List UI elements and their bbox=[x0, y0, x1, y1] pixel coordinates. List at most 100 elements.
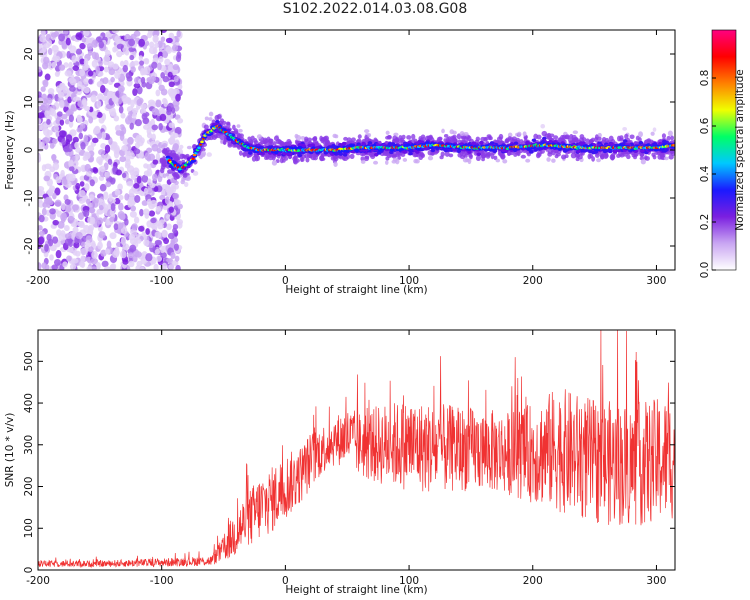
noise-point bbox=[69, 166, 75, 172]
halo-point bbox=[564, 154, 569, 159]
noise-point bbox=[165, 46, 173, 54]
noise-point bbox=[65, 134, 73, 143]
noise-point bbox=[115, 129, 123, 136]
snr-ytick-label: 500 bbox=[23, 351, 35, 371]
noise-point bbox=[165, 37, 173, 44]
noise-point bbox=[129, 152, 135, 160]
ridge-point bbox=[274, 150, 279, 155]
noise-point bbox=[154, 42, 159, 49]
noise-point bbox=[65, 37, 71, 46]
halo-point bbox=[179, 153, 185, 160]
noise-point bbox=[151, 143, 159, 152]
spectrogram-ytick-label: -20 bbox=[23, 237, 35, 254]
halo-point bbox=[604, 137, 610, 144]
band-point bbox=[288, 152, 293, 157]
halo-point bbox=[342, 155, 349, 162]
noise-point bbox=[145, 228, 150, 235]
halo-point bbox=[364, 129, 370, 134]
band-point bbox=[542, 136, 547, 141]
noise-point bbox=[124, 149, 131, 157]
noise-point bbox=[72, 204, 79, 211]
noise-point bbox=[129, 122, 134, 130]
noise-point bbox=[69, 85, 76, 92]
noise-point bbox=[158, 55, 164, 63]
noise-point bbox=[64, 199, 71, 206]
noise-point bbox=[62, 177, 68, 186]
noise-point bbox=[174, 126, 182, 135]
noise-point bbox=[100, 142, 107, 149]
noise-point bbox=[66, 143, 73, 153]
halo-point bbox=[219, 118, 225, 124]
ridge-point bbox=[207, 132, 212, 137]
noise-point bbox=[80, 247, 88, 256]
noise-point bbox=[166, 109, 172, 116]
band-point bbox=[215, 119, 220, 124]
band-point bbox=[528, 149, 534, 154]
noise-point bbox=[84, 163, 91, 172]
noise-point bbox=[69, 263, 77, 270]
spectrogram-ytick-label: 0 bbox=[23, 147, 35, 154]
noise-point bbox=[67, 215, 75, 224]
band-point bbox=[489, 141, 495, 145]
colorbar-frame bbox=[711, 29, 737, 271]
noise-point bbox=[107, 158, 113, 165]
noise-point bbox=[165, 223, 172, 231]
halo-point bbox=[273, 135, 279, 142]
noise-point bbox=[53, 30, 60, 37]
halo-point bbox=[430, 152, 435, 156]
noise-point bbox=[38, 140, 43, 149]
noise-point bbox=[127, 136, 134, 145]
halo-point bbox=[172, 152, 177, 158]
noise-point bbox=[160, 72, 166, 79]
noise-point bbox=[121, 172, 127, 179]
noise-point bbox=[160, 245, 165, 254]
noise-point bbox=[98, 231, 106, 239]
noise-point bbox=[104, 144, 111, 153]
colorbar-tick-label: 0.2 bbox=[699, 214, 711, 231]
noise-point bbox=[139, 190, 145, 197]
noise-point bbox=[61, 40, 67, 49]
halo-point bbox=[295, 134, 302, 141]
halo-point bbox=[357, 134, 362, 139]
noise-point bbox=[170, 132, 176, 140]
noise-point bbox=[42, 137, 50, 144]
noise-point bbox=[164, 58, 171, 66]
snr-ytick-label: 300 bbox=[23, 435, 35, 455]
noise-point bbox=[152, 173, 158, 182]
halo-point bbox=[427, 155, 434, 161]
noise-point bbox=[98, 149, 106, 156]
halo-point bbox=[320, 153, 325, 159]
noise-point bbox=[56, 229, 62, 236]
noise-point bbox=[154, 108, 160, 115]
halo-point bbox=[333, 161, 338, 167]
noise-point bbox=[167, 63, 174, 72]
halo-point bbox=[664, 156, 669, 161]
noise-point bbox=[138, 225, 145, 232]
noise-point bbox=[58, 33, 66, 42]
noise-point bbox=[160, 36, 166, 43]
noise-point bbox=[68, 77, 75, 84]
halo-point bbox=[480, 154, 487, 159]
noise-point bbox=[100, 154, 106, 161]
noise-point bbox=[89, 216, 96, 225]
noise-point bbox=[109, 264, 116, 270]
noise-point bbox=[112, 166, 118, 173]
band-point bbox=[638, 141, 644, 145]
noise-point bbox=[110, 76, 115, 83]
noise-point bbox=[120, 250, 127, 259]
noise-point bbox=[79, 69, 86, 77]
noise-point bbox=[42, 202, 48, 209]
halo-point bbox=[162, 173, 167, 179]
noise-point bbox=[168, 139, 176, 145]
noise-point bbox=[56, 111, 63, 117]
spectrogram-frame bbox=[37, 29, 676, 271]
noise-point bbox=[153, 263, 159, 270]
snr-y-axis-label: SNR (10 * v/v) bbox=[4, 413, 16, 488]
band-point bbox=[338, 142, 343, 147]
snr-xtick-label: 300 bbox=[646, 575, 666, 587]
halo-point bbox=[594, 136, 599, 143]
noise-point bbox=[167, 87, 175, 97]
halo-point bbox=[554, 149, 559, 154]
noise-point bbox=[174, 255, 180, 262]
noise-point bbox=[82, 155, 88, 161]
